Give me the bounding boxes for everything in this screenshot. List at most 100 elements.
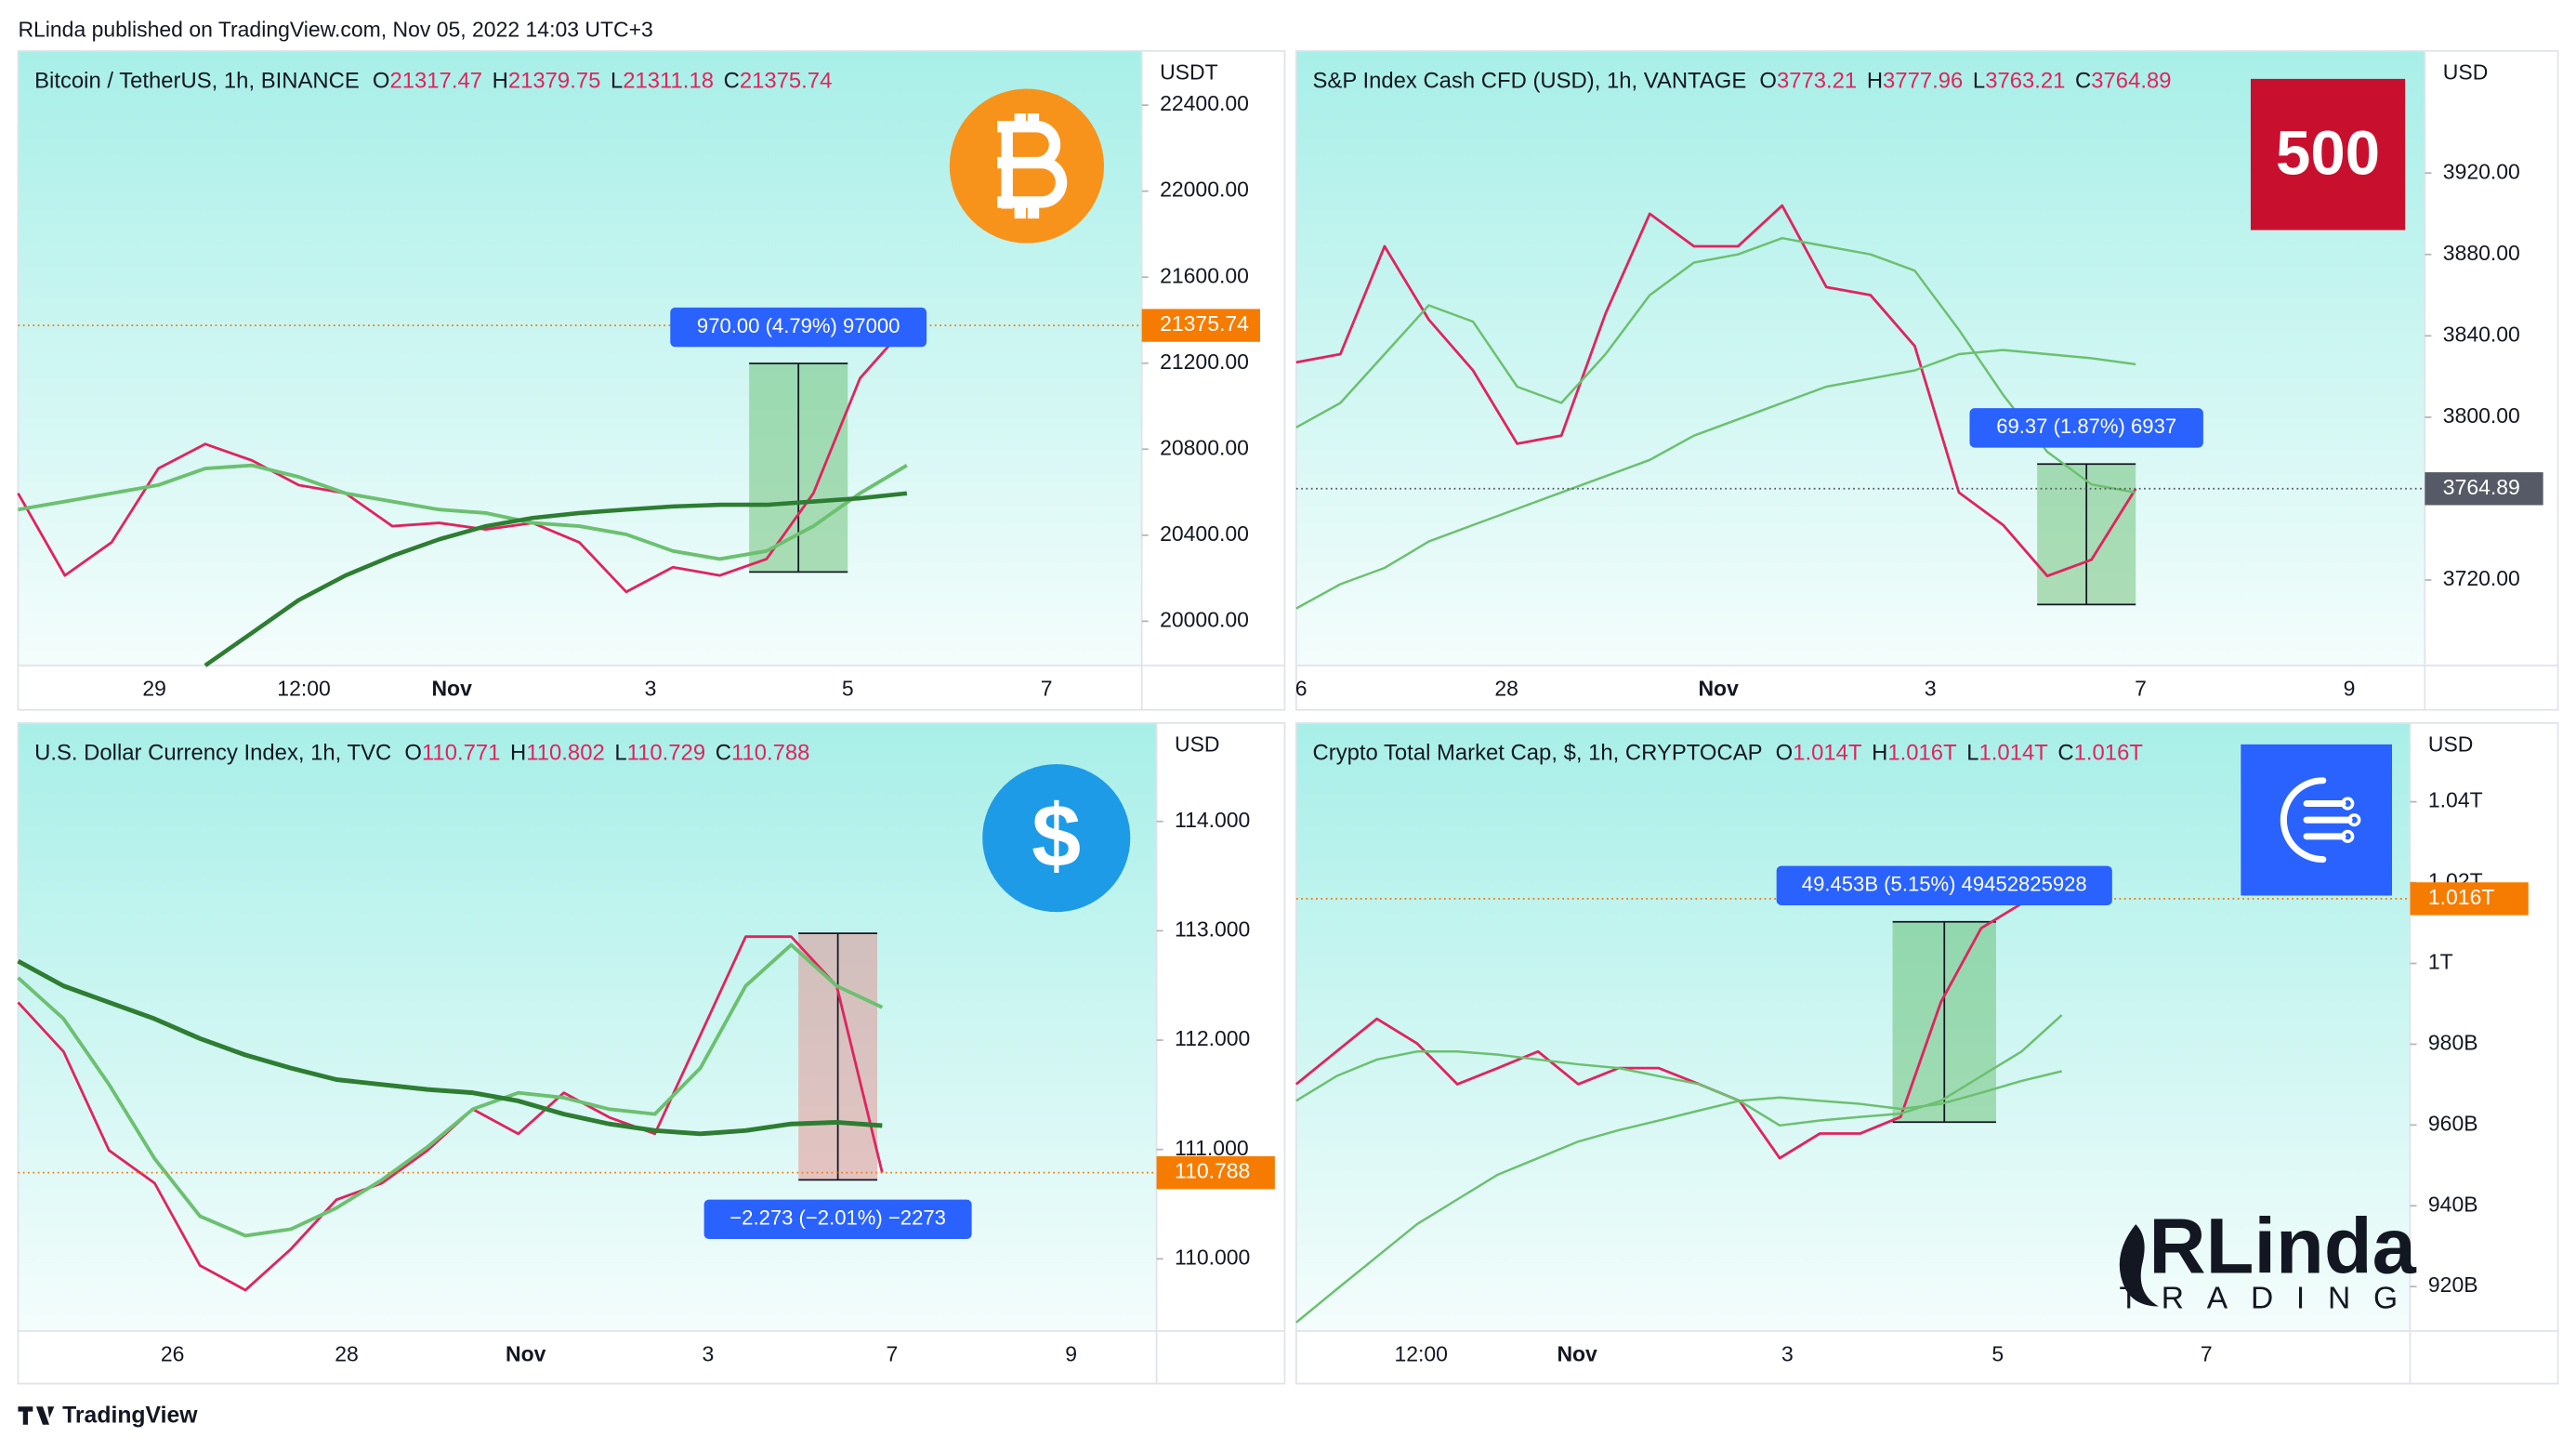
last-price-label: 110.788 [1175,1159,1250,1183]
y-tick-label: 21600.00 [1160,263,1249,287]
y-tick-label: 114.000 [1175,808,1250,832]
legend-key: C [724,69,740,94]
legend-value: 110.802 [526,741,604,766]
price-line [1295,349,2136,610]
legend-value: 21379.75 [508,69,601,94]
legend-key: H [510,741,526,766]
legend-key: L [611,69,623,94]
measure-label: 49.453B (5.15%) 49452825928 [1802,873,2087,896]
logo-glyph [997,113,1068,219]
y-tick-label: 1T [2428,950,2453,974]
legend-value: 1.014T [1793,741,1862,766]
last-price-label: 21375.74 [1160,311,1249,336]
legend-value: 110.788 [731,741,809,766]
legend-key: H [1867,69,1883,94]
measure-label: −2.273 (−2.01%) −2273 [729,1206,946,1230]
chart-panel: 20000.00 20400.00 20800.00 21200.00 21600.00… [17,49,1286,711]
y-tick-label: 980B [2428,1030,2478,1054]
panel-border [17,721,1286,1385]
legend-key: L [1966,741,1978,766]
watermark-name: RLinda [2149,1202,2416,1290]
y-tick-label: 110.000 [1175,1245,1250,1269]
last-price-tag [2425,472,2543,506]
legend-symbol: U.S. Dollar Currency Index, 1h, TVC [34,741,391,766]
price-line [17,324,908,594]
panel-border [17,49,1286,711]
legend-key: C [2057,741,2073,766]
currency-label: USD [2428,732,2474,757]
price-line [17,958,883,1137]
currency-label: USD [2443,60,2489,85]
panel-border [1295,49,2559,711]
last-price-tag [1156,1155,1275,1190]
x-tick-label: 29 [142,677,166,701]
price-line [1295,1014,2063,1127]
y-tick-label: 22000.00 [1160,178,1249,202]
legend-key: L [1973,69,1985,94]
footer-brand: TradingView [62,1403,198,1428]
last-price-label: 3764.89 [2443,475,2520,499]
plot-background [1295,722,2411,1331]
x-tick-label: 12:00 [1394,1342,1447,1366]
measure-label: 69.37 (1.87%) 6937 [1996,415,2176,438]
y-tick-label: 20400.00 [1160,521,1249,546]
x-tick-label: 7 [2201,1342,2213,1366]
legend-key: O [373,69,390,94]
legend-value: 3773.21 [1777,69,1857,94]
plot-background [1295,50,2425,666]
x-tick-label: Nov [431,677,472,701]
chart-panel: 110.000 111.000 112.000 113.000 114.000 USD 26… [17,721,1286,1385]
legend: S&P Index Cash CFD (USD), 1h, VANTAGE O37… [1313,69,2172,94]
legend-value: 21317.47 [389,69,482,94]
legend-key: C [716,741,731,766]
legend: Crypto Total Market Cap, $, 1h, CRYPTOCA… [1313,741,2144,766]
y-tick-label: 3920.00 [2443,159,2520,183]
x-tick-label: 3 [645,677,657,701]
last-price-tag [1141,309,1260,342]
x-tick-label: Nov [1557,1342,1597,1366]
y-tick-label: 960B [2428,1111,2478,1135]
x-tick-label: 7 [887,1342,899,1366]
legend-key: H [1872,741,1887,766]
logo-text: 500 [2276,118,2380,188]
legend-symbol: Bitcoin / TetherUS, 1h, BINANCE [34,69,360,94]
legend: U.S. Dollar Currency Index, 1h, TVC O110.… [34,741,809,766]
y-tick-label: 3800.00 [2443,403,2520,428]
tv-icon [18,1406,55,1425]
legend-value: 110.729 [627,741,705,766]
legend-key: O [1759,69,1777,94]
legend-symbol: Crypto Total Market Cap, $, 1h, CRYPTOCA… [1313,741,1763,766]
y-tick-label: 920B [2428,1272,2478,1297]
currency-label: USDT [1160,60,1218,85]
price-line [17,942,884,1238]
chart-panel: 3720.00 3800.00 3840.00 3880.00 3920.00 USD 6 2… [1295,49,2559,711]
footer-logo [18,1406,55,1425]
y-tick-label: 3880.00 [2443,241,2520,265]
y-tick-label: 22400.00 [1160,91,1249,115]
legend-value: 21375.74 [740,69,833,94]
watermark-figure [2119,1224,2159,1307]
logo-text: $ [1032,787,1081,886]
legend-key: C [2075,69,2091,94]
currency-label: USD [1175,732,1220,757]
x-tick-label: 3 [1781,1342,1794,1366]
x-tick-label: 5 [1991,1342,2004,1366]
x-tick-label: Nov [1698,677,1739,701]
legend-value: 3764.89 [2091,69,2171,94]
legend: Bitcoin / TetherUS, 1h, BINANCE O21317.47… [34,69,832,94]
x-tick-label: 9 [1065,1342,1077,1366]
measure-label: 970.00 (4.79%) 97000 [697,314,900,337]
y-tick-label: 940B [2428,1192,2478,1216]
watermark-tagline: TRADING [2120,1281,2421,1315]
x-tick-label: 28 [335,1342,359,1366]
legend-value: 3777.96 [1883,69,1963,94]
x-tick-label: 3 [703,1342,715,1366]
price-line [18,463,908,561]
logo-dot [2347,813,2361,827]
legend-value: 3763.21 [1985,69,2065,94]
logo-sp500 [2250,78,2406,231]
y-tick-label: 20000.00 [1160,607,1249,631]
legend-key: O [1776,741,1794,766]
last-price-tag [2410,882,2529,916]
